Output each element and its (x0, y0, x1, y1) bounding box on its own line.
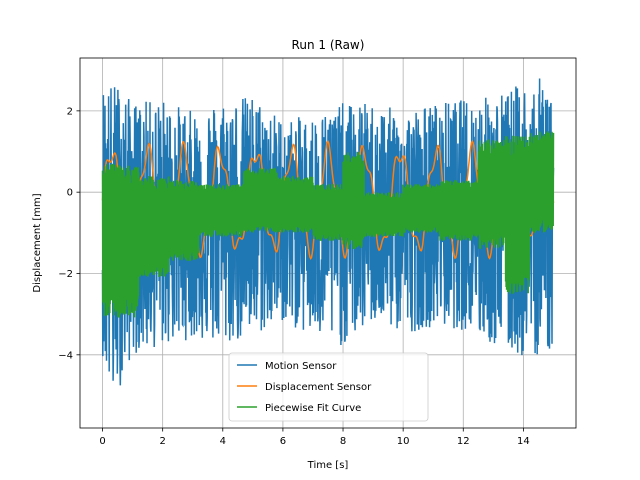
y-tick-label: 0 (67, 188, 73, 199)
series-piecewise-fit-curve (101, 131, 555, 318)
x-tick-label: 12 (457, 436, 470, 447)
y-tick-label: 2 (67, 106, 73, 117)
x-tick-label: 4 (220, 436, 226, 447)
x-tick-label: 14 (517, 436, 530, 447)
axes-frame (79, 57, 577, 429)
legend-entry: Motion Sensor (265, 361, 337, 372)
x-tick-label: 8 (340, 436, 346, 447)
legend-box (228, 352, 429, 422)
x-tick-label: 10 (397, 436, 410, 447)
chart-title: Run 1 (Raw) (292, 38, 365, 52)
axes: 0 2 4 6 8 10 12 14 −4 −2 0 2 (58, 57, 577, 447)
legend-entry: Piecewise Fit Curve (265, 403, 361, 414)
x-tick-label: 0 (99, 436, 105, 447)
legend: Motion Sensor Displacement Sensor Piecewis… (228, 352, 429, 422)
x-tick-label: 6 (280, 436, 286, 447)
plot-area (101, 78, 555, 386)
y-tick-label: −4 (58, 350, 73, 361)
y-tick-label: −2 (58, 269, 73, 280)
x-tick-label: 2 (159, 436, 165, 447)
legend-entry: Displacement Sensor (265, 382, 372, 393)
y-axis-label: Displacement [mm] (32, 193, 43, 292)
x-axis-label: Time [s] (307, 460, 349, 471)
